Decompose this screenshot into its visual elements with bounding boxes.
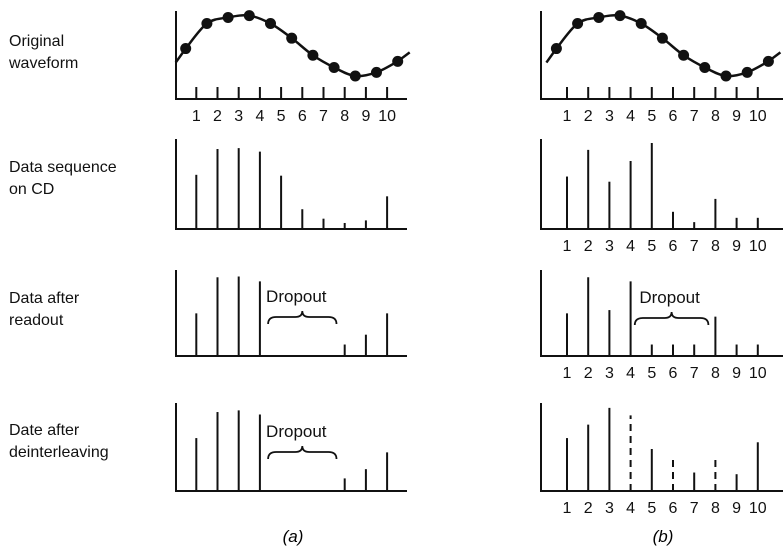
x-tick-label: 8 bbox=[340, 108, 349, 125]
dropout-label: Dropout bbox=[266, 287, 327, 306]
x-tick-label: 4 bbox=[626, 108, 635, 125]
sample-point bbox=[550, 43, 562, 55]
x-tick-label: 1 bbox=[563, 238, 572, 255]
row-label-line: Data sequence bbox=[9, 159, 117, 176]
x-tick-label: 5 bbox=[647, 238, 656, 255]
row-label-line: on CD bbox=[9, 181, 55, 198]
dropout-label: Dropout bbox=[639, 288, 700, 307]
row-label-line: Data after bbox=[9, 290, 80, 307]
x-tick-label: 5 bbox=[647, 108, 656, 125]
x-tick-label: 6 bbox=[669, 500, 678, 517]
sample-point bbox=[762, 55, 774, 67]
x-tick-label: 7 bbox=[690, 365, 699, 382]
x-tick-label: 8 bbox=[711, 108, 720, 125]
sample-point bbox=[656, 32, 668, 44]
x-tick-label: 5 bbox=[647, 365, 656, 382]
row-label-line: Original bbox=[9, 33, 65, 50]
x-tick-label: 7 bbox=[690, 108, 699, 125]
x-tick-label: 2 bbox=[584, 500, 593, 517]
sample-point bbox=[180, 43, 192, 55]
row-label-after-readout: Data after readout bbox=[9, 288, 79, 332]
x-tick-label: 8 bbox=[711, 500, 720, 517]
x-tick-label: 3 bbox=[605, 500, 614, 517]
x-tick-label: 9 bbox=[732, 108, 741, 125]
x-tick-label: 6 bbox=[669, 108, 678, 125]
sample-point bbox=[265, 18, 276, 30]
x-tick-label: 6 bbox=[669, 365, 678, 382]
row-label-line: waveform bbox=[9, 55, 79, 72]
x-tick-label: 9 bbox=[732, 238, 741, 255]
x-tick-label: 4 bbox=[255, 108, 264, 125]
sample-point bbox=[699, 61, 711, 73]
x-tick-label: 7 bbox=[690, 238, 699, 255]
panel-a: 1 2 3 4 5 6 7 8 9 10 Dropout Dropout bbox=[174, 10, 411, 492]
panel-caption-a: (a) bbox=[283, 527, 304, 546]
x-tick-label: 8 bbox=[711, 365, 720, 382]
sample-point bbox=[328, 61, 340, 73]
x-tick-label: 9 bbox=[732, 365, 741, 382]
row-label-line: deinterleaving bbox=[9, 444, 109, 461]
x-tick-label: 1 bbox=[563, 108, 572, 125]
sample-point bbox=[720, 70, 732, 82]
x-tick-label: 3 bbox=[605, 108, 614, 125]
x-tick-label: 10 bbox=[749, 500, 767, 517]
sample-point bbox=[392, 55, 404, 67]
x-tick-label: 4 bbox=[626, 238, 635, 255]
x-tick-label: 9 bbox=[732, 500, 741, 517]
x-tick-label: 5 bbox=[277, 108, 286, 125]
sample-point bbox=[243, 10, 255, 22]
x-tick-label: 2 bbox=[213, 108, 222, 125]
sample-point bbox=[678, 49, 690, 61]
x-tick-label: 3 bbox=[234, 108, 243, 125]
dropout-brace bbox=[633, 311, 710, 326]
row-label-after-deinterleaving: Date after deinterleaving bbox=[9, 420, 109, 464]
x-tick-label: 10 bbox=[378, 108, 396, 125]
sample-point bbox=[371, 66, 382, 78]
x-tick-label: 10 bbox=[749, 238, 767, 255]
x-tick-label: 1 bbox=[192, 108, 201, 125]
sample-point bbox=[286, 32, 298, 44]
row-label-line: readout bbox=[9, 312, 64, 329]
x-tick-label: 2 bbox=[584, 238, 593, 255]
x-tick-label: 1 bbox=[563, 500, 572, 517]
x-tick-label: 3 bbox=[605, 365, 614, 382]
sample-point bbox=[307, 49, 319, 61]
row-label-line: Date after bbox=[9, 422, 80, 439]
x-tick-label: 2 bbox=[584, 365, 593, 382]
x-tick-label: 5 bbox=[647, 500, 656, 517]
x-tick-label: 7 bbox=[319, 108, 328, 125]
sample-point bbox=[222, 11, 234, 23]
x-tick-label: 4 bbox=[626, 365, 635, 382]
x-tick-label: 3 bbox=[605, 238, 614, 255]
sample-point bbox=[349, 70, 361, 82]
sample-point bbox=[201, 18, 213, 30]
dropout-brace bbox=[267, 310, 338, 325]
x-tick-label: 1 bbox=[563, 365, 572, 382]
sample-point bbox=[593, 11, 605, 23]
x-tick-label: 6 bbox=[298, 108, 307, 125]
x-tick-label: 7 bbox=[690, 500, 699, 517]
sample-point bbox=[741, 66, 753, 78]
x-tick-label: 9 bbox=[361, 108, 370, 125]
x-tick-label: 10 bbox=[749, 108, 767, 125]
x-tick-label: 2 bbox=[584, 108, 593, 125]
x-tick-label: 6 bbox=[669, 238, 678, 255]
x-tick-label: 10 bbox=[749, 365, 767, 382]
x-tick-label: 4 bbox=[626, 500, 635, 517]
dropout-brace bbox=[267, 445, 338, 460]
sample-point bbox=[635, 18, 647, 30]
sample-point bbox=[572, 18, 584, 30]
dropout-label: Dropout bbox=[266, 422, 327, 441]
row-label-data-sequence: Data sequence on CD bbox=[9, 157, 117, 201]
sample-point bbox=[614, 10, 626, 22]
x-tick-label: 8 bbox=[711, 238, 720, 255]
panel-b: 1 2 3 4 5 6 7 8 9 101 2 3 4 5 6 7 8 9 101 2 3 4 5 6 7 8 9 10Dropout… bbox=[540, 10, 783, 517]
row-label-original-waveform: Original waveform bbox=[9, 31, 78, 75]
panel-caption-b: (b) bbox=[653, 527, 674, 546]
